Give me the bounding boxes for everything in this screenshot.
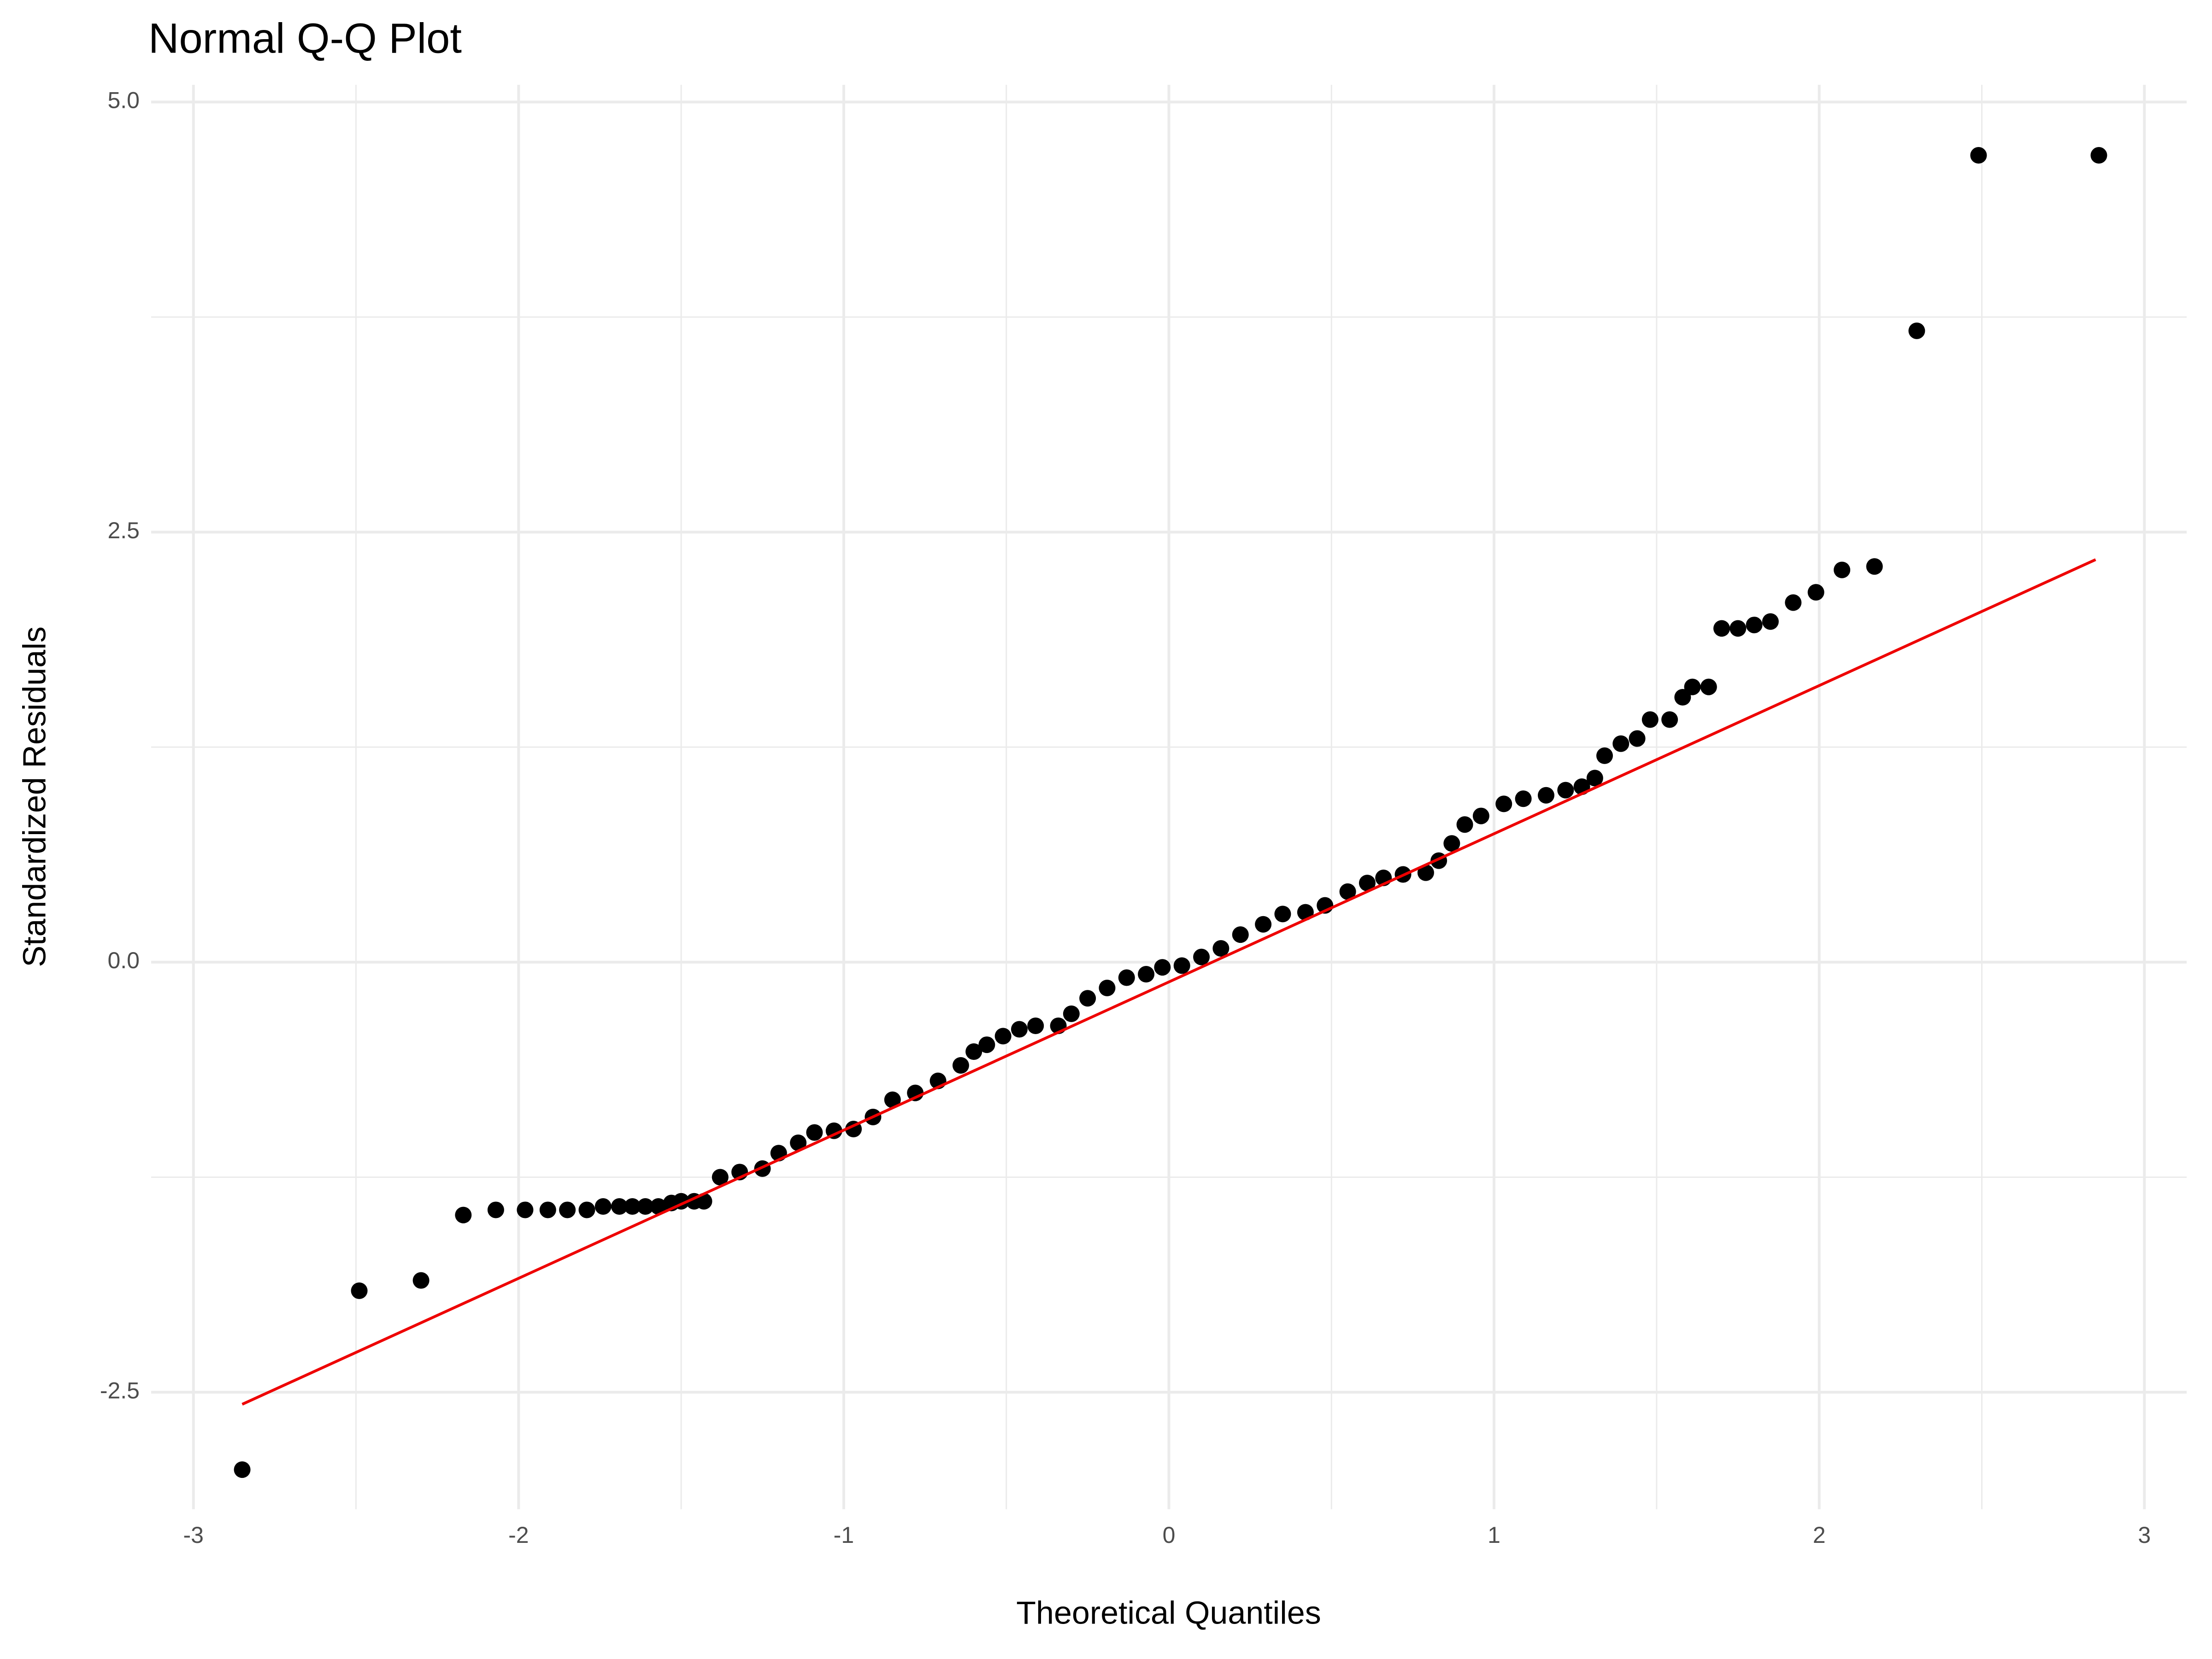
point <box>1746 617 1763 634</box>
point <box>234 1461 251 1478</box>
point <box>1807 584 1824 601</box>
point <box>624 1198 641 1215</box>
point <box>1472 807 1489 824</box>
point <box>1713 620 1730 637</box>
y-tick-label: 5.0 <box>107 88 140 113</box>
point <box>965 1043 982 1060</box>
point <box>1684 678 1701 695</box>
point <box>1456 816 1473 833</box>
y-tick-label: 2.5 <box>107 518 140 543</box>
point <box>1970 147 1987 164</box>
point <box>1700 678 1717 695</box>
point <box>884 1091 901 1108</box>
point <box>1495 795 1512 812</box>
reference-line <box>241 558 2096 1406</box>
point <box>1138 966 1155 983</box>
chart-title: Normal Q-Q Plot <box>148 15 462 62</box>
point <box>412 1272 429 1289</box>
x-tick-label: -1 <box>834 1522 854 1548</box>
point <box>1173 957 1190 974</box>
point <box>1255 916 1272 933</box>
point <box>487 1201 504 1218</box>
point <box>1359 875 1376 892</box>
point <box>351 1282 368 1299</box>
point <box>1515 790 1532 807</box>
x-tick-label: -2 <box>508 1522 529 1548</box>
point <box>1661 711 1678 728</box>
point <box>1193 948 1210 965</box>
y-tick-label: 0.0 <box>107 947 140 973</box>
point <box>1557 782 1574 799</box>
point <box>650 1198 667 1215</box>
point <box>1834 561 1851 578</box>
x-tick-label: 2 <box>1813 1522 1826 1548</box>
point <box>1629 730 1646 747</box>
x-tick-label: 3 <box>2138 1522 2151 1548</box>
point <box>1785 594 1802 611</box>
point <box>952 1057 969 1074</box>
point <box>1118 969 1135 986</box>
point <box>1674 688 1691 706</box>
point <box>1641 711 1659 728</box>
point <box>539 1201 556 1218</box>
x-tick-label: -3 <box>183 1522 203 1548</box>
point <box>594 1198 612 1215</box>
point <box>1274 906 1291 923</box>
point <box>806 1124 823 1141</box>
point <box>611 1198 628 1215</box>
point <box>1011 1021 1028 1038</box>
point <box>1908 322 1925 339</box>
point <box>1099 979 1116 996</box>
point <box>1212 940 1230 957</box>
point <box>1232 926 1249 943</box>
point <box>1027 1018 1044 1035</box>
point <box>994 1028 1012 1045</box>
y-axis-title: Standardized Residuals <box>16 626 52 967</box>
point <box>455 1206 472 1224</box>
point <box>1063 1005 1080 1022</box>
point <box>825 1122 842 1139</box>
point <box>1339 883 1356 900</box>
point <box>1596 747 1613 764</box>
point <box>790 1134 807 1151</box>
point <box>978 1036 995 1053</box>
x-tick-label: 0 <box>1163 1522 1176 1548</box>
point <box>1417 864 1434 881</box>
x-axis-title: Theoretical Quantiles <box>1016 1594 1321 1630</box>
point <box>1154 959 1171 976</box>
point <box>578 1201 595 1218</box>
y-tick-label: -2.5 <box>100 1377 140 1403</box>
x-tick-label: 1 <box>1488 1522 1500 1548</box>
point <box>1079 990 1096 1007</box>
point <box>1866 558 1883 575</box>
point <box>1443 835 1460 852</box>
point <box>559 1201 576 1218</box>
point <box>1730 620 1747 637</box>
point <box>517 1201 534 1218</box>
point <box>1586 770 1603 787</box>
point <box>637 1198 654 1215</box>
point <box>712 1169 729 1186</box>
point <box>1612 735 1630 752</box>
point <box>1537 787 1554 804</box>
point <box>1762 613 1779 630</box>
point <box>2090 147 2107 164</box>
